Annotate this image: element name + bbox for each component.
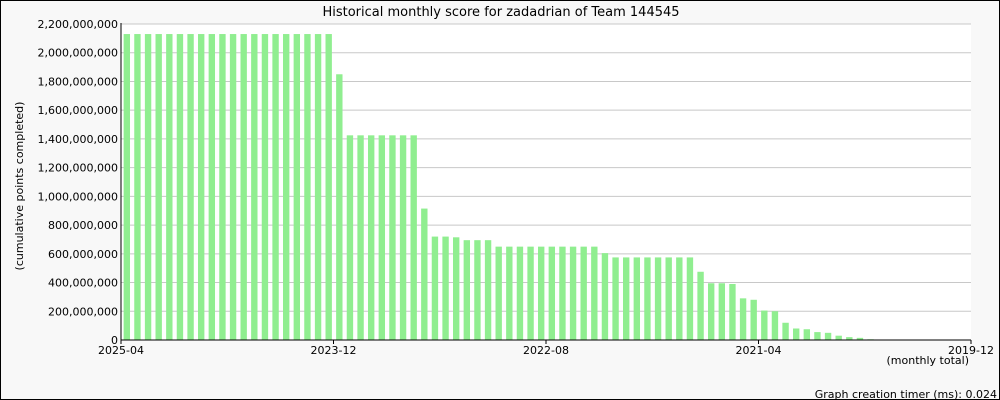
bar (729, 283, 736, 340)
bar (474, 240, 481, 340)
bar (601, 253, 609, 340)
bar (718, 283, 726, 340)
bar (676, 257, 683, 340)
x-tick-label: 2025-04 (98, 344, 144, 357)
bar (240, 34, 247, 341)
bar (389, 135, 396, 340)
bar (623, 257, 630, 340)
bar (261, 34, 269, 341)
y-axis-label: (cumulative points completed) (13, 102, 26, 271)
bar (793, 328, 800, 340)
bar (219, 34, 226, 341)
bar (431, 236, 439, 340)
bar (761, 310, 768, 340)
bar (198, 34, 205, 341)
y-tick-label: 2,000,000,000 (38, 47, 118, 60)
plot-area (121, 24, 971, 340)
bar (229, 34, 237, 341)
bar (516, 246, 524, 340)
bar (824, 332, 832, 340)
y-tick-label: 1,800,000,000 (38, 75, 118, 88)
bar (856, 337, 864, 340)
bar (654, 257, 662, 340)
bar (272, 34, 279, 341)
y-tick-labels: 0 200,000,000 400,000,000 600,000,000 800,00… (38, 18, 118, 347)
bar (739, 298, 747, 340)
gridlines (121, 23, 971, 340)
bar (357, 135, 364, 340)
y-tick-label: 400,000,000 (48, 277, 118, 290)
bar (463, 240, 471, 340)
y-tick-label: 1,600,000,000 (38, 104, 118, 117)
bar (453, 237, 460, 340)
bar (304, 34, 311, 341)
x-tick-label: 2019-12 (948, 344, 994, 357)
y-tick-label: 0 (111, 334, 118, 347)
bar (208, 34, 216, 341)
bar (591, 246, 598, 340)
bar (569, 246, 577, 340)
chart-title: Historical monthly score for zadadrian o… (322, 5, 679, 20)
axes (120, 23, 972, 344)
bars (123, 34, 885, 341)
bar (176, 34, 184, 341)
bar (495, 246, 502, 340)
y-tick-label: 1,200,000,000 (38, 162, 118, 175)
bar (442, 236, 449, 340)
bar (527, 246, 534, 340)
bar (803, 329, 811, 340)
x-tick-labels: 2025-04 2023-12 2022-08 2021-04 2019-12 (98, 344, 994, 357)
bar (506, 246, 513, 340)
x-tick-label: 2023-12 (311, 344, 357, 357)
bar (123, 34, 131, 341)
x-axis-label: (monthly total) (887, 354, 970, 367)
bar (708, 283, 715, 340)
bar (782, 322, 789, 340)
bar (166, 34, 173, 341)
y-tick-label: 2,200,000,000 (38, 18, 118, 31)
y-tick-label: 1,000,000,000 (38, 190, 118, 203)
bar (155, 34, 162, 341)
bar (484, 240, 492, 340)
bar (686, 257, 694, 340)
bar (346, 135, 354, 340)
y-tick-label: 800,000,000 (48, 219, 118, 232)
y-tick-label: 600,000,000 (48, 248, 118, 261)
bar (325, 34, 332, 341)
y-tick-label: 200,000,000 (48, 305, 118, 318)
bar (410, 135, 417, 340)
x-tick-label: 2021-04 (736, 344, 782, 357)
bar (814, 332, 821, 340)
bar (336, 74, 343, 341)
bar (421, 208, 428, 340)
bar (314, 34, 322, 341)
bar (187, 34, 194, 341)
bar (750, 299, 757, 340)
bar (144, 34, 152, 341)
bar (580, 246, 587, 340)
bar (771, 311, 779, 340)
bar (293, 34, 301, 341)
bar (633, 257, 641, 340)
x-tick-label: 2022-08 (523, 344, 569, 357)
bar (612, 257, 619, 340)
bar (378, 135, 386, 340)
bar (846, 337, 853, 340)
bar (283, 34, 290, 341)
bar (538, 246, 545, 340)
bar (835, 335, 842, 340)
bar (665, 257, 672, 340)
bar (697, 271, 704, 340)
graph-timer-text: Graph creation timer (ms): 0.024 (815, 388, 997, 400)
bar (644, 257, 651, 340)
y-tick-label: 1,400,000,000 (38, 133, 118, 146)
bar (399, 135, 407, 340)
bar (559, 246, 566, 340)
bar (548, 246, 556, 340)
bar (134, 34, 141, 341)
bar (251, 34, 258, 341)
bar (368, 135, 375, 340)
